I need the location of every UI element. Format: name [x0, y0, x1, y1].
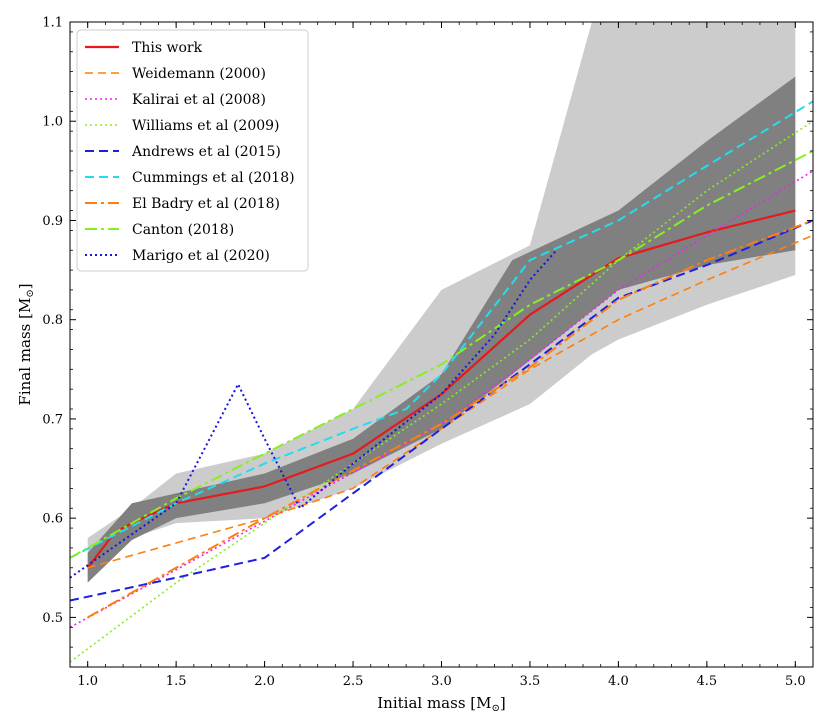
legend: This work Weidemann (2000) Kalirai et al (… [76, 29, 309, 272]
plot-frame [69, 21, 814, 668]
y-tick-label: 0.7 [42, 412, 63, 427]
legend-label-marigo-et-al-2020: Marigo et al (2020) [132, 248, 270, 264]
series-williams-et-al-2009 [70, 120, 813, 663]
series-marigo-et-al-2020 [70, 249, 558, 579]
y-tick-label: 0.8 [42, 313, 63, 328]
x-tick-label: 3.0 [431, 674, 452, 689]
legend-label-weidemann-2000: Weidemann (2000) [132, 66, 266, 82]
uncertainty-bands [87, 22, 796, 583]
legend-label-williams-et-al-2009: Williams et al (2009) [132, 118, 280, 134]
series-lines [70, 100, 813, 663]
x-tick-label: 1.0 [77, 674, 98, 689]
outer-band [87, 22, 796, 583]
series-cummings-et-al-2018 [70, 100, 813, 559]
legend-label-canton-2018: Canton (2018) [132, 222, 234, 238]
x-tick-label: 3.5 [520, 674, 541, 689]
x-tick-label: 4.0 [608, 674, 629, 689]
series-weidemann-2000 [87, 234, 813, 569]
legend-box [76, 29, 309, 272]
series-el-badry-et-al-2018 [87, 219, 813, 619]
y-tick-label: 1.0 [42, 115, 63, 130]
x-tick-label: 1.5 [166, 674, 187, 689]
y-tick-label: 0.9 [42, 214, 63, 229]
x-axis-label: Initial mass [M⊙] [377, 694, 506, 714]
y-tick-label: 0.5 [42, 611, 63, 626]
x-tick-label: 2.5 [343, 674, 364, 689]
series-canton-2018 [70, 150, 813, 559]
x-tick-label: 2.0 [254, 674, 275, 689]
x-tick-label: 5.0 [785, 674, 806, 689]
y-tick-label: 1.1 [42, 16, 63, 31]
series-andrews-et-al-2015 [70, 219, 813, 602]
legend-label-kalirai-et-al-2008: Kalirai et al (2008) [132, 92, 266, 108]
legend-label-this-work: This work [132, 40, 203, 56]
y-axis-label: Final mass [M⊙] [16, 283, 36, 405]
x-tick-label: 4.5 [697, 674, 718, 689]
legend-label-el-badry-et-al-2018: El Badry et al (2018) [132, 196, 280, 212]
legend-label-andrews-et-al-2015: Andrews et al (2015) [131, 144, 281, 160]
y-tick-label: 0.6 [42, 512, 63, 527]
legend-label-cummings-et-al-2018: Cummings et al (2018) [132, 170, 295, 186]
